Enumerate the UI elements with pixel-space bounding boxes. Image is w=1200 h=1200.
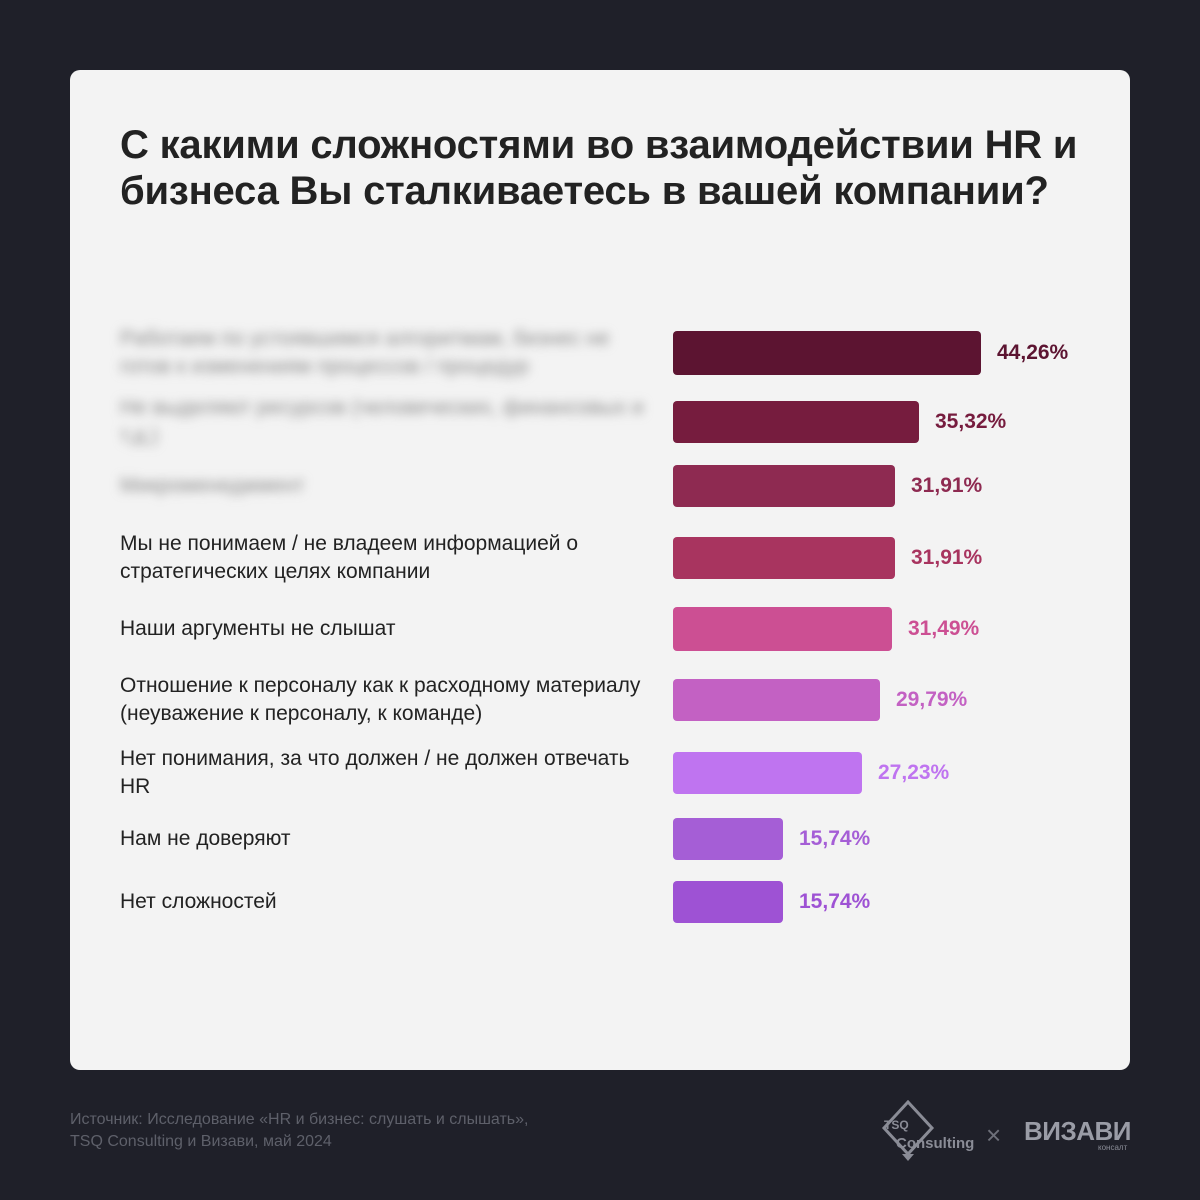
bar: [673, 537, 895, 579]
bar: [673, 401, 919, 443]
bar: [673, 752, 862, 794]
category-label: Нет понимания, за что должен / не должен…: [120, 747, 630, 798]
partner-logos: TSQ Consulting × ВИЗАВИ консалт: [876, 1100, 1136, 1164]
bar: [673, 679, 880, 721]
source-note: Источник: Исследование «HR и бизнес: слу…: [70, 1109, 630, 1153]
bar: [673, 465, 895, 507]
value-label: 31,91%: [911, 474, 983, 497]
value-label: 15,74%: [799, 890, 871, 913]
category-label: Микроменеджмент: [120, 474, 305, 497]
tsq-logo-text: Consulting: [896, 1135, 975, 1152]
bar: [673, 331, 981, 375]
category-label: Мы не понимаем / не владеем информацией …: [120, 532, 579, 583]
bar: [673, 607, 892, 651]
category-label: Нет сложностей: [120, 890, 277, 913]
bar: [673, 818, 783, 860]
chart-card: С какими сложностями во взаимодействии H…: [70, 70, 1130, 1070]
tsq-logo-top: TSQ: [884, 1118, 909, 1132]
category-label: Не выделяют ресурсов (человеческих, фина…: [120, 396, 644, 447]
vizavi-logo-sub: консалт: [1098, 1143, 1128, 1152]
value-label: 31,91%: [911, 546, 983, 569]
value-label: 44,26%: [997, 341, 1069, 364]
category-label: Отношение к персоналу как к расходному м…: [120, 674, 641, 725]
value-label: 27,23%: [878, 761, 950, 784]
source-line-2: TSQ Consulting и Визави, май 2024: [70, 1133, 332, 1150]
logo-separator: ×: [986, 1120, 1002, 1150]
value-label: 31,49%: [908, 617, 980, 640]
source-line-1: Источник: Исследование «HR и бизнес: слу…: [70, 1111, 529, 1128]
vizavi-logo: ВИЗАВИ: [1024, 1116, 1132, 1146]
chart-title: С какими сложностями во взаимодействии H…: [120, 123, 1078, 213]
tsq-logo-icon: [881, 1100, 935, 1161]
category-label: Наши аргументы не слышат: [120, 617, 396, 640]
value-label: 35,32%: [935, 410, 1007, 433]
bar: [673, 881, 783, 923]
value-label: 15,74%: [799, 827, 871, 850]
category-label: Нам не доверяют: [120, 827, 291, 850]
value-label: 29,79%: [896, 688, 968, 711]
bar-chart: Работаем по устоявшимся алгоритмам, бизн…: [70, 70, 1130, 1070]
category-label: Работаем по устоявшимся алгоритмам, бизн…: [120, 327, 610, 378]
